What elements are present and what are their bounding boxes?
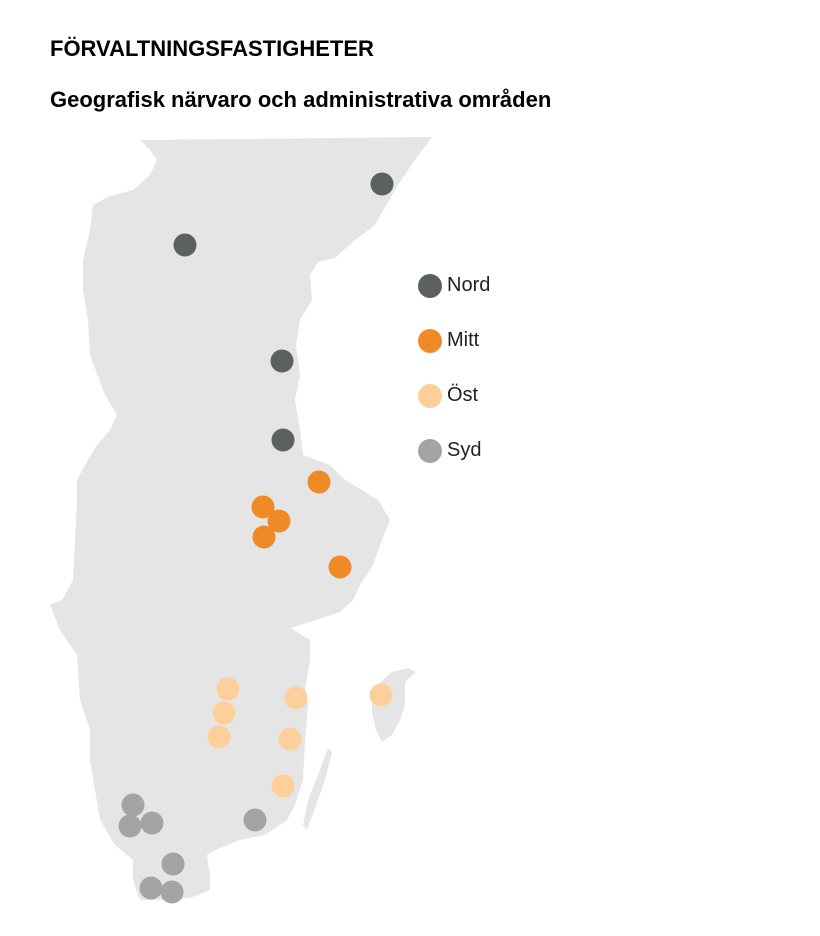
location-marker-mitt bbox=[267, 509, 291, 533]
legend-label: Syd bbox=[447, 439, 482, 461]
legend-item-ost: Öst bbox=[418, 368, 490, 423]
location-marker-syd bbox=[161, 852, 185, 876]
location-marker-nord bbox=[173, 233, 197, 257]
location-marker-syd bbox=[140, 811, 164, 835]
legend-label: Öst bbox=[447, 384, 479, 406]
legend-item-syd: Syd bbox=[418, 423, 490, 478]
location-marker-ost bbox=[278, 727, 302, 751]
legend-swatch bbox=[418, 328, 442, 353]
page-subtitle: Geografisk närvaro och administrativa om… bbox=[50, 87, 552, 112]
location-marker-mitt bbox=[252, 525, 276, 549]
location-marker-mitt bbox=[328, 555, 352, 579]
location-marker-mitt bbox=[307, 470, 331, 494]
location-marker-nord bbox=[270, 349, 294, 373]
legend-label: Mitt bbox=[447, 329, 480, 351]
location-marker-ost bbox=[207, 725, 231, 749]
location-marker-syd bbox=[118, 814, 142, 838]
location-marker-syd bbox=[160, 880, 184, 904]
legend-item-mitt: Mitt bbox=[418, 313, 490, 368]
location-marker-syd bbox=[139, 876, 163, 900]
location-marker-nord bbox=[370, 172, 394, 196]
location-marker-mitt bbox=[251, 495, 275, 519]
legend-swatch bbox=[418, 383, 442, 408]
location-marker-syd bbox=[243, 808, 267, 832]
legend-label: Nord bbox=[447, 274, 491, 296]
legend-swatch bbox=[418, 438, 442, 463]
location-marker-ost bbox=[216, 677, 240, 701]
oland-shape bbox=[303, 748, 332, 830]
mainland-shape bbox=[50, 137, 432, 900]
location-marker-ost bbox=[284, 686, 308, 710]
location-marker-ost bbox=[212, 701, 236, 725]
page-title: FÖRVALTNINGSFASTIGHETER bbox=[50, 36, 374, 61]
legend-swatch bbox=[418, 273, 442, 298]
location-marker-ost bbox=[271, 774, 295, 798]
location-marker-ost bbox=[369, 683, 393, 707]
map-legend: Nord Mitt Öst Syd bbox=[418, 258, 490, 478]
location-marker-nord bbox=[271, 428, 295, 452]
location-marker-syd bbox=[121, 793, 145, 817]
legend-item-nord: Nord bbox=[418, 258, 490, 313]
